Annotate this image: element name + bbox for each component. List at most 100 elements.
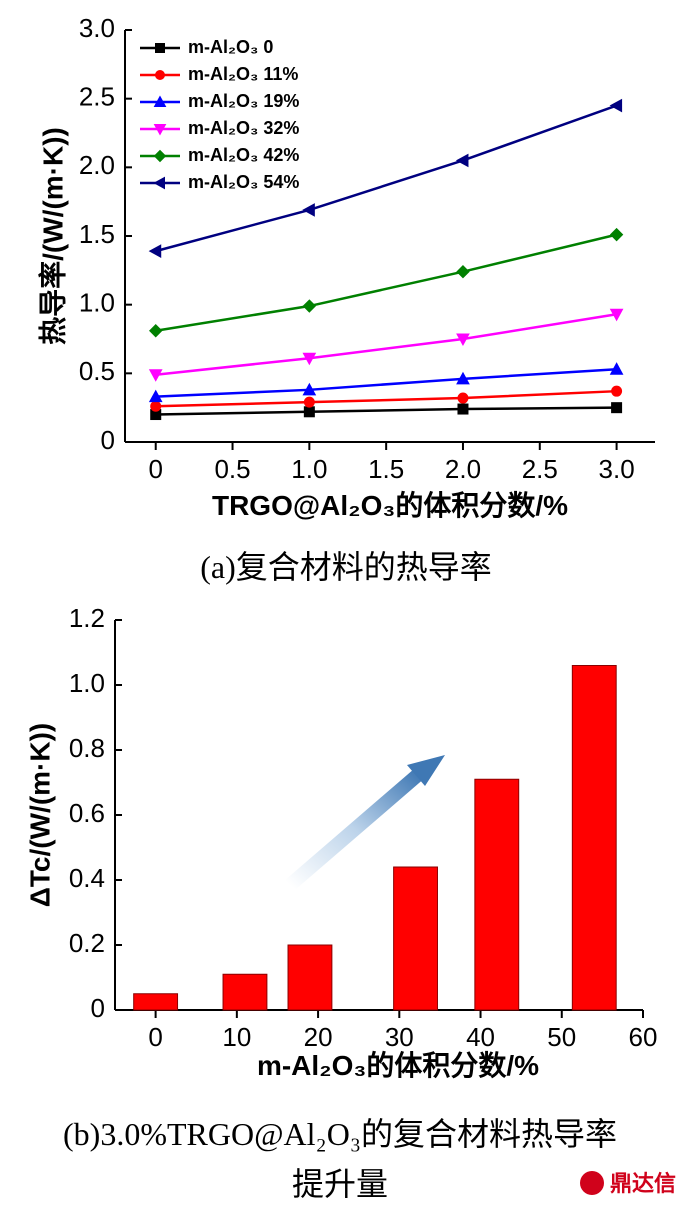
chart-a-data-point [456,371,470,385]
chart-b-y-tick-label: 0.6 [69,798,105,828]
chart-a-legend-label: m-Al₂O₃ 11% [188,64,298,84]
chart-b-x-tick-label: 10 [222,1022,251,1052]
chart-a-data-point [611,402,623,414]
chart-a-series [148,362,624,403]
chart-b-y-tick-label: 0.4 [69,863,105,893]
chart-a-legend-marker [153,124,167,136]
chart-a-data-point [302,382,317,396]
chart-a-data-point [149,324,163,338]
chart-b-y-axis-title: ΔTc/(W/(m·K)) [24,723,55,907]
chart-a-series-line [155,406,617,416]
chart-b-conductivity-increase: 0 0.2 0.4 0.6 0.8 1.0 1.2 0 10 20 30 40 50 60 ΔTc/(W… [24,603,657,1202]
chart-a-data-point [456,333,470,347]
watermark-text: 鼎达信 [610,1171,676,1196]
chart-b-bar [571,665,617,1011]
chart-a-legend-item: m-Al₂O₃ 11% [140,64,298,84]
watermark-logo-icon [580,1171,604,1195]
chart-b-x-tick-label: 0 [148,1022,162,1052]
chart-a-legend-item: m-Al₂O₃ 0 [140,37,273,57]
watermark: 鼎达信 [580,1171,676,1196]
chart-b-bar [133,993,179,1011]
chart-a-data-point [150,400,162,412]
chart-b-y-tick-label: 1.0 [69,668,105,698]
chart-a-x-tick-label: 0.5 [214,454,250,484]
chart-a-legend-item: m-Al₂O₃ 19% [140,91,299,111]
chart-b-x-axis-title: m-Al₂O₃的体积分数/% [257,1049,539,1081]
chart-b-bar [474,778,520,1011]
chart-a-series-line [155,389,617,408]
chart-a-series [150,385,623,412]
chart-a-x-tick-label: 2.5 [522,454,558,484]
chart-a-x-axis-title: TRGO@Al₂O₃的体积分数/% [212,489,568,521]
chart-b-x-tick-label: 20 [304,1022,333,1052]
chart-a-legend-item: m-Al₂O₃ 42% [140,145,299,165]
chart-a-x-tick-label: 2.0 [445,454,481,484]
chart-a-y-tick-label: 1.0 [79,288,115,318]
chart-a-series-line [155,367,617,398]
chart-a-y-tick-label: 1.5 [79,219,115,249]
chart-a-y-axis-title: 热导率/(W/(m·K)) [36,127,68,345]
chart-b-y-tick-label: 1.2 [69,603,105,633]
chart-a-data-point [303,406,315,418]
chart-a-legend-label: m-Al₂O₃ 32% [188,118,299,138]
chart-a-y-tick-label: 0.5 [79,356,115,386]
chart-a-legend-label: m-Al₂O₃ 42% [188,145,299,165]
chart-a-legend-label: m-Al₂O₃ 19% [188,91,299,111]
chart-a-y-tick-label: 0 [101,425,115,455]
chart-a-data-point [302,203,315,217]
chart-a-data-point [148,244,162,258]
chart-b-y-tick-label: 0.8 [69,733,105,763]
chart-a-y-tick-label: 3.0 [79,13,115,43]
chart-a-legend-item: m-Al₂O₃ 32% [140,118,299,138]
chart-a-data-point [456,264,470,279]
chart-a-x-tick-label: 0 [148,454,162,484]
chart-b-x-tick-label: 60 [629,1022,658,1052]
chart-a-series [148,98,623,258]
chart-b-x-tick-label: 50 [547,1022,576,1052]
chart-b-bar [393,866,438,1011]
chart-a-data-point [148,389,163,403]
trend-arrow [283,755,445,892]
chart-b-caption-line-2: 提升量 [292,1166,388,1202]
chart-b-y-tick-label: 0 [91,993,105,1023]
chart-a-data-point [457,392,469,404]
chart-a-data-point [302,352,317,366]
chart-a-legend-item: m-Al₂O₃ 54% [140,172,299,192]
chart-b-bar [222,973,268,1011]
chart-a-x-tick-label: 1.5 [368,454,404,484]
chart-a-x-tick-label: 1.0 [291,454,327,484]
chart-a-legend-label: m-Al₂O₃ 54% [188,172,299,192]
chart-a-data-point [611,385,623,397]
chart-a-data-point [609,362,624,375]
chart-a-legend-marker [153,176,165,190]
chart-b-x-tick-label: 30 [385,1022,414,1052]
chart-a-series [148,308,624,382]
chart-a-legend-marker [153,95,167,107]
chart-a-y-tick-label: 2.0 [79,150,115,180]
chart-a-legend-label: m-Al₂O₃ 0 [188,37,273,57]
chart-a-data-point [457,403,469,415]
chart-a-thermal-conductivity: 00.51.01.52.02.53.0 0 0.5 1.0 1.5 2.0 2.5 3.0 … [36,13,655,585]
chart-b-y-tick-label: 0.2 [69,928,105,958]
chart-a-legend-marker [155,43,165,53]
chart-a-data-point [148,369,163,382]
chart-a-series-line [155,233,617,332]
chart-a-legend-marker [155,70,165,80]
chart-a-series-line [155,104,618,253]
chart-a-series-line [155,313,617,376]
chart-a-legend-marker [153,149,167,163]
chart-a-caption: (a)复合材料的热导率 [200,549,492,585]
chart-a-data-point [609,98,623,113]
chart-a-y-tick-label: 2.5 [79,82,115,112]
chart-a-data-point [609,308,624,322]
chart-b-x-tick-label: 40 [466,1022,495,1052]
chart-a-series [149,227,624,338]
chart-a-data-point [303,396,315,408]
chart-b-caption-line-1: (b)3.0%TRGO@Al₂O₃的复合材料热导率 [63,1116,617,1152]
chart-a-data-point [455,153,469,168]
chart-b-bar [287,944,333,1011]
chart-a-data-point [609,227,624,242]
chart-a-data-point [302,299,317,313]
chart-a-x-tick-label: 3.0 [599,454,635,484]
